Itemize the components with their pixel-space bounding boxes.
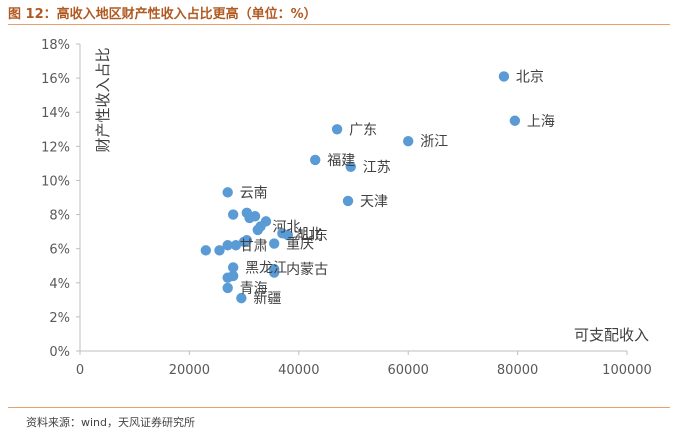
point-label: 山东: [300, 228, 328, 244]
y-tick-label: 4%: [49, 277, 70, 292]
data-point: [282, 229, 294, 241]
point-label: 北京: [516, 69, 544, 85]
x-tick-label: 100000: [602, 363, 652, 378]
figure-title: 图 12：高收入地区财产性收入占比更高（单位：%）: [8, 7, 317, 22]
data-point: [331, 124, 343, 135]
data-point: [509, 115, 521, 126]
data-point: [403, 136, 414, 147]
y-axis-label: 财产性收入占比: [94, 47, 112, 152]
data-point: [200, 245, 212, 256]
x-axis-label: 可支配收入: [574, 326, 649, 344]
point-label: 云南: [240, 185, 268, 201]
point-label: 河北: [273, 219, 301, 235]
data-point: [214, 245, 225, 256]
data-point: [227, 262, 239, 273]
data-point: [498, 71, 510, 82]
data-point: [310, 154, 321, 166]
point-label: 浙江: [420, 134, 448, 150]
x-tick-label: 0: [76, 363, 84, 378]
data-point: [252, 224, 263, 236]
point-label: 内蒙古: [286, 262, 328, 278]
y-tick-label: 12%: [41, 140, 70, 155]
point-label: 上海: [527, 114, 555, 130]
point-label: 天津: [360, 194, 388, 210]
x-tick-label: 60000: [388, 363, 429, 378]
data-point: [236, 292, 247, 304]
y-tick-label: 16%: [41, 72, 70, 87]
x-tick-label: 80000: [497, 363, 538, 378]
y-tick-label: 2%: [49, 311, 70, 326]
data-point: [268, 238, 280, 249]
y-tick-label: 6%: [49, 243, 70, 258]
y-tick-label: 0%: [49, 345, 70, 360]
point-label: 黑龙江: [245, 260, 287, 276]
data-point: [222, 187, 233, 198]
data-point: [342, 195, 354, 207]
point-label: 青海: [240, 281, 268, 297]
data-point: [260, 216, 272, 227]
point-label: 新疆: [253, 291, 281, 307]
point-label: 广东: [349, 122, 377, 138]
point-label: 湖北: [294, 226, 322, 242]
point-label: 甘肃: [240, 238, 268, 254]
data-point: [227, 270, 239, 282]
x-tick-label: 40000: [278, 363, 319, 378]
footer-divider: [8, 407, 670, 408]
point-label: 江苏: [363, 160, 391, 176]
data-point: [222, 282, 233, 294]
chart-ticks: 0% 2% 4% 6% 8% 10% 12% 14% 16% 18% 0 20000 40000 6000…: [41, 38, 652, 378]
y-tick-label: 18%: [41, 38, 70, 53]
data-point: [249, 211, 261, 222]
data-point: [227, 209, 239, 220]
data-point: [230, 240, 242, 251]
data-point: [268, 267, 280, 278]
data-point: [222, 240, 233, 251]
chart-axes: [79, 44, 627, 352]
source-note: 资料来源：wind，天风证券研究所: [26, 416, 196, 429]
y-tick-label: 10%: [41, 174, 70, 189]
data-point: [345, 161, 356, 172]
point-label: 福建: [327, 153, 355, 169]
data-point: [241, 234, 253, 246]
chart-points: [200, 71, 521, 304]
title-divider: [8, 24, 670, 25]
y-tick-label: 14%: [41, 106, 70, 121]
y-tick-label: 8%: [49, 209, 70, 224]
point-label: 重庆: [286, 237, 314, 253]
x-tick-label: 20000: [169, 363, 210, 378]
